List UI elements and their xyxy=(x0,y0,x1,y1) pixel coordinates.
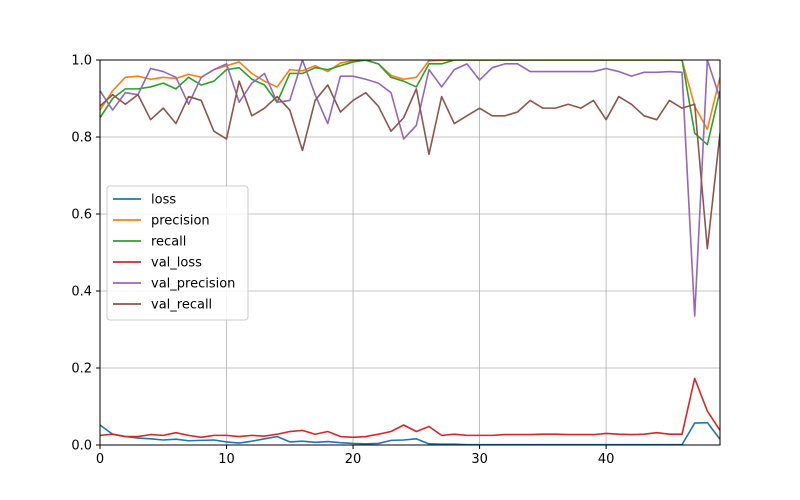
x-tick-label: 10 xyxy=(218,452,235,467)
series-line-val-precision xyxy=(100,60,720,317)
x-tick-label: 20 xyxy=(345,452,362,467)
y-tick-label: 0.6 xyxy=(71,208,92,223)
y-tick-label: 0.2 xyxy=(71,362,92,377)
y-tick-label: 0.0 xyxy=(71,439,92,454)
legend: loss precision recall val_loss val_precision… xyxy=(106,185,249,321)
y-tick-label: 0.8 xyxy=(71,131,92,146)
series-line-recall xyxy=(100,60,720,146)
x-tick-label: 0 xyxy=(96,452,104,467)
series-line-loss xyxy=(100,421,720,445)
y-axis: 0.0 0.2 0.4 0.6 0.8 1.0 xyxy=(71,54,100,454)
x-axis: 0 10 20 30 40 xyxy=(96,445,615,467)
legend-label-recall: recall xyxy=(151,235,186,250)
legend-label-precision: precision xyxy=(151,214,210,229)
y-tick-label: 0.4 xyxy=(71,285,92,300)
legend-label-val-precision: val_precision xyxy=(151,277,235,292)
legend-label-val-loss: val_loss xyxy=(151,256,202,271)
series-lines xyxy=(100,60,720,445)
legend-label-val-recall: val_recall xyxy=(151,298,212,313)
series-line-val-recall xyxy=(100,80,720,250)
legend-label-loss: loss xyxy=(151,193,176,208)
plot-frame xyxy=(99,59,721,446)
x-tick-label: 40 xyxy=(598,452,615,467)
y-tick-label: 1.0 xyxy=(71,54,92,69)
series-line-val-loss xyxy=(100,377,720,439)
x-tick-label: 30 xyxy=(471,452,488,467)
legend-box xyxy=(106,185,249,321)
